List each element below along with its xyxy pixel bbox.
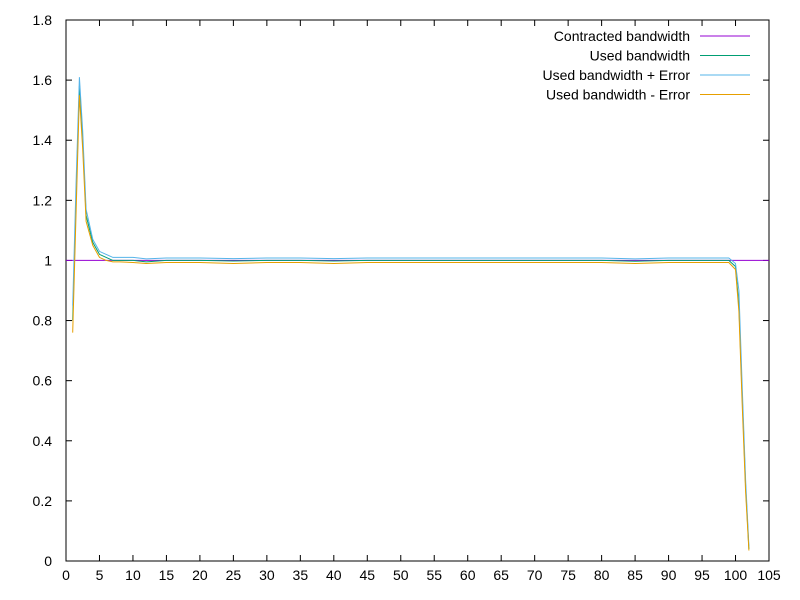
y-tick-label: 0 <box>44 553 52 569</box>
axis-ticks: 0 5 10 15 20 25 30 35 40 45 50 55 60 65 70 75 80 85 90 95 10… <box>33 12 781 583</box>
x-tick-label: 0 <box>62 567 70 583</box>
series-line-2 <box>72 86 750 550</box>
x-tick-label: 30 <box>259 567 275 583</box>
y-tick-label: 1.4 <box>33 132 53 148</box>
plot-frame <box>65 19 770 562</box>
x-tick-label: 85 <box>627 567 643 583</box>
series-lines <box>66 77 769 551</box>
x-tick-label: 25 <box>226 567 242 583</box>
x-tick-label: 75 <box>560 567 576 583</box>
x-tick-label: 15 <box>159 567 175 583</box>
y-tick-label: 1 <box>44 252 52 268</box>
legend-label: Used bandwidth - Error <box>546 87 690 103</box>
x-tick-label: 105 <box>757 567 781 583</box>
x-tick-label: 55 <box>426 567 442 583</box>
x-tick-label: 35 <box>293 567 309 583</box>
y-tick-label: 1.2 <box>33 192 53 208</box>
x-tick-label: 45 <box>359 567 375 583</box>
x-tick-label: 80 <box>594 567 610 583</box>
x-tick-label: 65 <box>493 567 509 583</box>
y-tick-label: 0.6 <box>33 373 53 389</box>
x-tick-label: 60 <box>460 567 476 583</box>
x-tick-label: 95 <box>694 567 710 583</box>
series-line-4 <box>72 95 750 551</box>
x-tick-label: 50 <box>393 567 409 583</box>
x-tick-label: 40 <box>326 567 342 583</box>
x-tick-label: 100 <box>724 567 748 583</box>
x-tick-label: 5 <box>96 567 104 583</box>
y-tick-label: 0.8 <box>33 313 53 329</box>
x-tick-label: 90 <box>661 567 677 583</box>
x-tick-label: 10 <box>125 567 141 583</box>
y-tick-label: 1.8 <box>33 12 53 28</box>
y-tick-label: 0.4 <box>33 433 53 449</box>
x-tick-label: 70 <box>527 567 543 583</box>
x-tick-label: 20 <box>192 567 208 583</box>
legend-label: Contracted bandwidth <box>554 28 690 44</box>
legend-label: Used bandwidth <box>590 48 690 64</box>
legend: Contracted bandwidth Used bandwidth Used b… <box>543 28 750 103</box>
y-tick-label: 1.6 <box>33 72 53 88</box>
legend-label: Used bandwidth + Error <box>543 67 691 83</box>
series-line-3 <box>72 77 750 547</box>
y-tick-label: 0.2 <box>33 493 53 509</box>
